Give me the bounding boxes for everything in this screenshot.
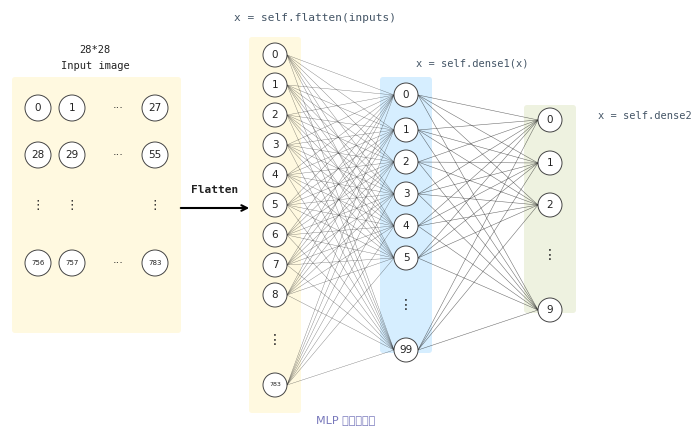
Text: 6: 6 [272, 230, 279, 240]
FancyBboxPatch shape [380, 77, 432, 353]
Circle shape [263, 283, 287, 307]
Text: 9: 9 [547, 305, 553, 315]
Text: 5: 5 [272, 200, 279, 210]
Text: Flatten: Flatten [191, 185, 238, 195]
Circle shape [263, 103, 287, 127]
Text: 27: 27 [148, 103, 161, 113]
Circle shape [538, 151, 562, 175]
Circle shape [142, 142, 168, 168]
Circle shape [263, 223, 287, 247]
Circle shape [25, 250, 51, 276]
Circle shape [394, 118, 418, 142]
Text: 1: 1 [69, 103, 76, 113]
Text: x = self.dense2(x): x = self.dense2(x) [598, 110, 693, 120]
Text: 4: 4 [403, 221, 410, 231]
Circle shape [394, 338, 418, 362]
Text: 0: 0 [35, 103, 42, 113]
Text: ⋮: ⋮ [149, 198, 161, 212]
Text: 28: 28 [31, 150, 44, 160]
Text: 0: 0 [547, 115, 553, 125]
Text: 8: 8 [272, 290, 279, 300]
Circle shape [263, 43, 287, 67]
Circle shape [263, 133, 287, 157]
Text: 2: 2 [547, 200, 553, 210]
Circle shape [142, 95, 168, 121]
Text: ···: ··· [112, 258, 123, 268]
Text: ⋮: ⋮ [66, 198, 78, 212]
Text: 1: 1 [547, 158, 553, 168]
Text: 1: 1 [272, 80, 279, 90]
Text: 0: 0 [272, 50, 279, 60]
Text: 55: 55 [148, 150, 161, 160]
Circle shape [394, 150, 418, 174]
Text: 1: 1 [403, 125, 410, 135]
Text: ⋮: ⋮ [32, 198, 44, 212]
Circle shape [263, 253, 287, 277]
Circle shape [263, 193, 287, 217]
FancyBboxPatch shape [524, 105, 576, 313]
Text: MLP 模型示意图: MLP 模型示意图 [317, 415, 376, 425]
Text: x = self.dense1(x): x = self.dense1(x) [416, 58, 528, 68]
Circle shape [394, 246, 418, 270]
Text: 757: 757 [65, 260, 79, 266]
Circle shape [25, 95, 51, 121]
Text: 783: 783 [148, 260, 161, 266]
Text: 4: 4 [272, 170, 279, 180]
Text: 3: 3 [403, 189, 410, 199]
Text: ⋮: ⋮ [543, 248, 557, 262]
Circle shape [263, 73, 287, 97]
Text: 3: 3 [272, 140, 279, 150]
Text: 7: 7 [272, 260, 279, 270]
Text: 5: 5 [403, 253, 410, 263]
Text: Input image: Input image [60, 61, 130, 71]
Text: ···: ··· [112, 150, 123, 160]
Circle shape [59, 142, 85, 168]
Text: 29: 29 [65, 150, 78, 160]
Circle shape [59, 250, 85, 276]
Circle shape [394, 182, 418, 206]
Circle shape [142, 250, 168, 276]
Text: 99: 99 [399, 345, 412, 355]
Text: 783: 783 [269, 382, 281, 388]
Circle shape [25, 142, 51, 168]
Circle shape [263, 163, 287, 187]
Text: 2: 2 [403, 157, 410, 167]
FancyBboxPatch shape [249, 37, 301, 413]
Text: ⋮: ⋮ [399, 298, 413, 312]
Text: x = self.flatten(inputs): x = self.flatten(inputs) [234, 13, 396, 23]
FancyBboxPatch shape [12, 77, 181, 333]
Circle shape [538, 298, 562, 322]
Circle shape [394, 83, 418, 107]
Text: ···: ··· [112, 103, 123, 113]
Text: 2: 2 [272, 110, 279, 120]
Text: ⋮: ⋮ [268, 333, 282, 347]
Text: 756: 756 [31, 260, 44, 266]
Text: 28*28: 28*28 [80, 45, 111, 55]
Circle shape [538, 108, 562, 132]
Text: 0: 0 [403, 90, 410, 100]
Circle shape [394, 214, 418, 238]
Circle shape [538, 193, 562, 217]
Circle shape [59, 95, 85, 121]
Circle shape [263, 373, 287, 397]
